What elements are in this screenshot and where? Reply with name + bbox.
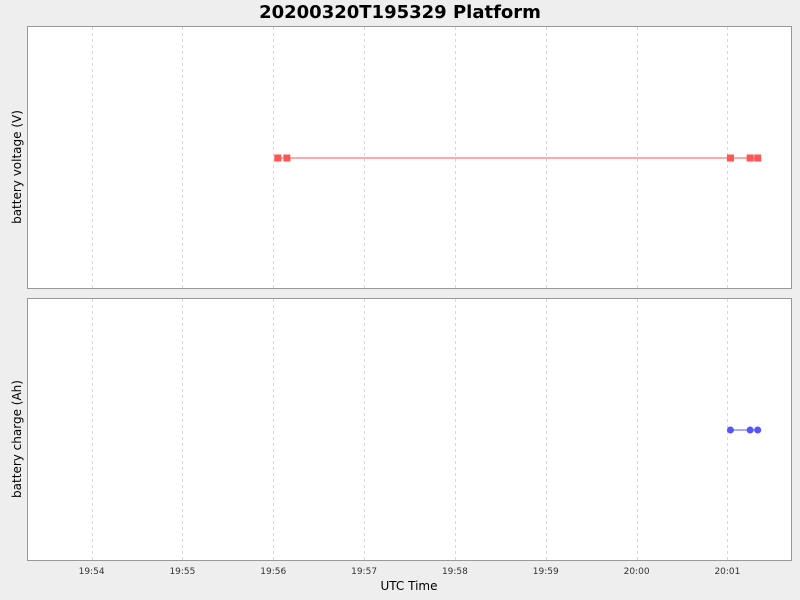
chart-title: 20200320T195329 Platform <box>259 2 541 23</box>
x-tick-label: 19:54 <box>79 567 105 577</box>
y-axis-label-charge: battery charge (Ah) <box>10 380 24 498</box>
panel-charge: battery charge (Ah) <box>10 298 792 561</box>
data-point <box>274 154 282 162</box>
data-point <box>746 426 754 434</box>
x-tick-label: 19:57 <box>351 567 377 577</box>
gridlines-voltage <box>92 27 728 288</box>
x-tick-label: 20:00 <box>624 567 650 577</box>
data-point <box>726 154 734 162</box>
x-tick-label: 20:01 <box>714 567 740 577</box>
series-voltage <box>274 154 762 162</box>
y-axis-label-voltage: battery voltage (V) <box>10 110 24 224</box>
x-axis-label: UTC Time <box>381 579 438 593</box>
series-charge <box>726 426 762 434</box>
x-tick-label: 19:55 <box>169 567 195 577</box>
x-axis-ticks: 19:54 19:55 19:56 19:57 19:58 19:59 20:00 20:01 <box>79 567 741 577</box>
data-point <box>754 154 762 162</box>
data-point <box>754 426 762 434</box>
data-point <box>746 154 754 162</box>
x-tick-label: 19:59 <box>533 567 559 577</box>
panel-voltage: battery voltage (V) <box>10 26 792 289</box>
data-point <box>726 426 734 434</box>
x-tick-label: 19:58 <box>442 567 468 577</box>
plot-area-charge <box>27 298 792 561</box>
data-point <box>283 154 291 162</box>
gridlines-charge <box>92 299 728 560</box>
x-tick-label: 19:56 <box>260 567 286 577</box>
